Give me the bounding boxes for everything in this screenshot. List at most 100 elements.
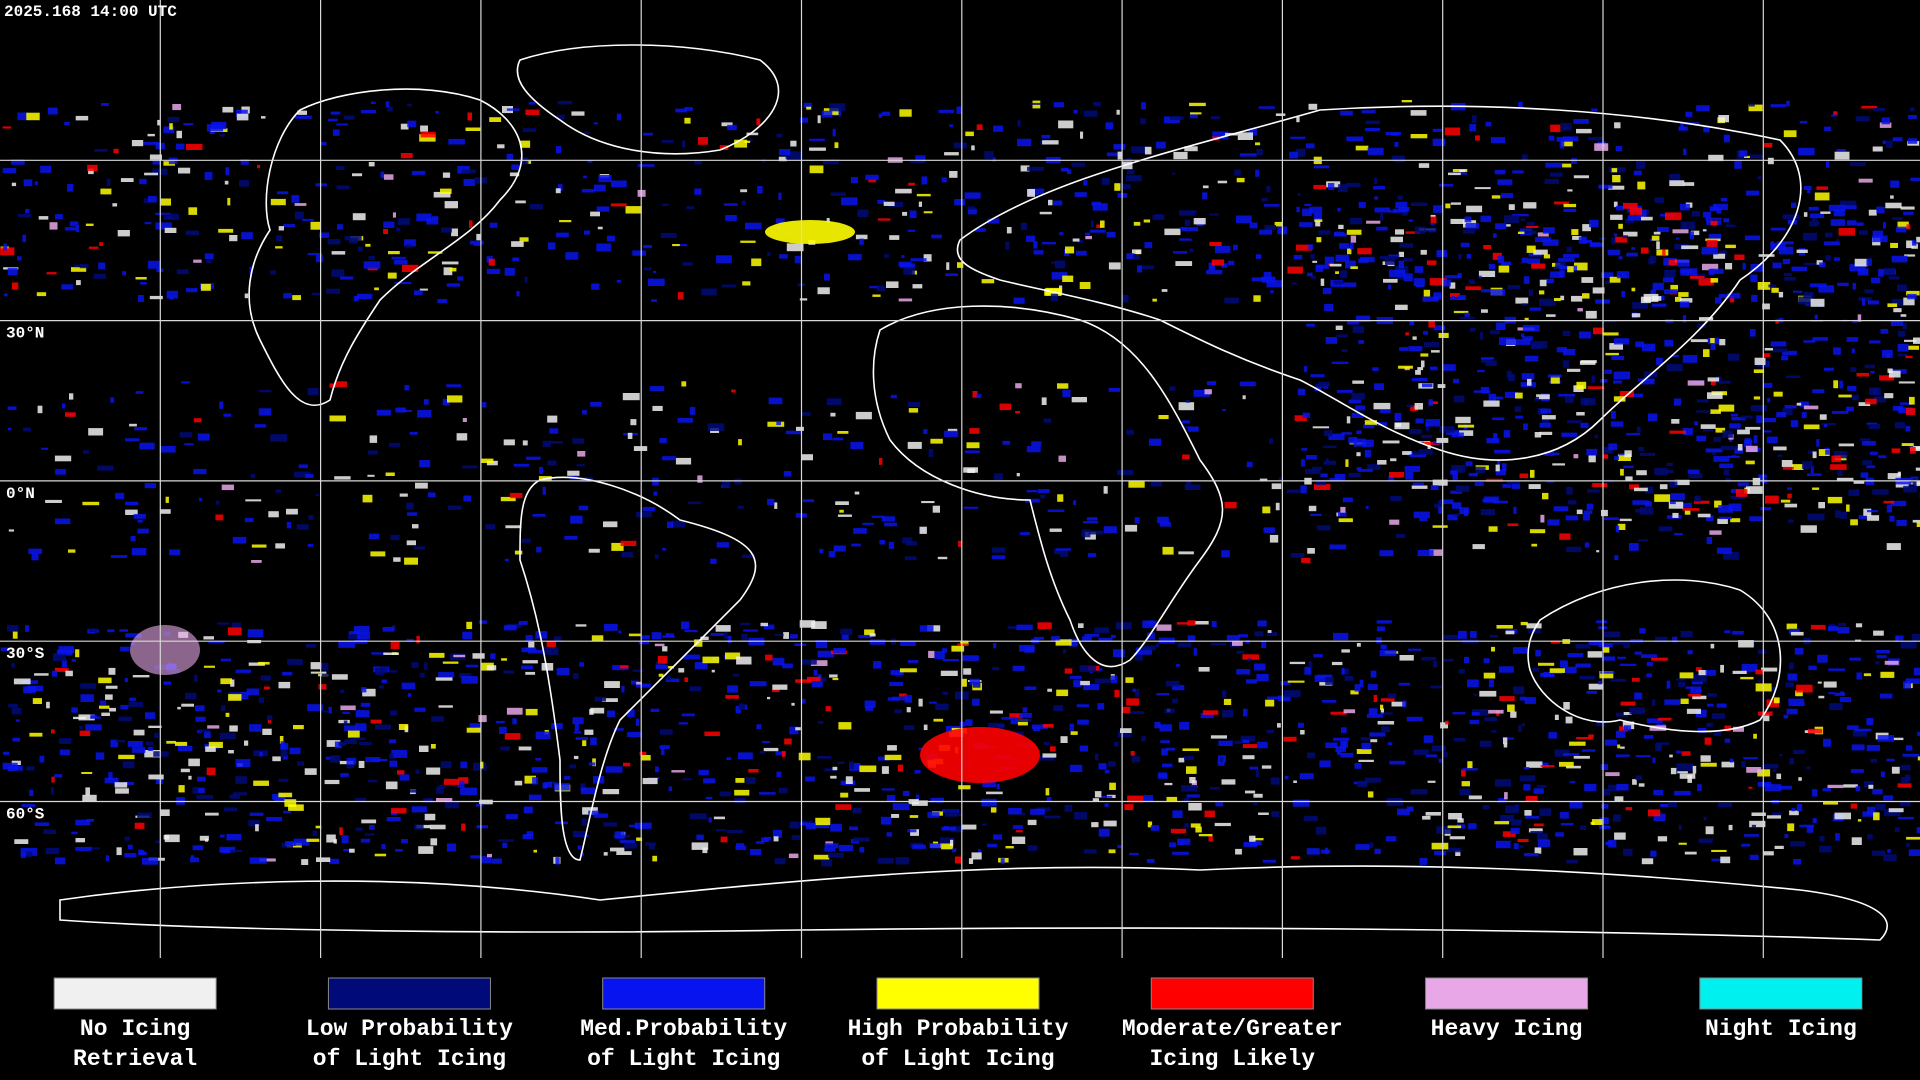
- icing-speck: [1206, 269, 1223, 275]
- icing-speck: [1616, 783, 1629, 791]
- icing-speck: [1718, 115, 1729, 123]
- icing-speck: [1798, 147, 1815, 156]
- icing-speck: [1527, 258, 1540, 264]
- icing-speck: [1118, 184, 1131, 190]
- icing-speck: [1718, 802, 1733, 808]
- icing-speck: [352, 213, 366, 221]
- icing-speck: [678, 668, 685, 673]
- icing-speck: [1796, 804, 1803, 812]
- icing-speck: [392, 212, 396, 218]
- icing-speck: [1088, 530, 1104, 535]
- icing-speck: [1782, 408, 1793, 416]
- icing-speck: [504, 268, 515, 276]
- icing-speck: [1637, 539, 1649, 542]
- icing-speck: [155, 212, 171, 215]
- icing-speck: [1117, 845, 1122, 849]
- icing-speck: [341, 835, 349, 844]
- icing-speck: [1387, 742, 1393, 746]
- icing-speck: [1908, 849, 1920, 856]
- icing-speck: [407, 693, 412, 697]
- icing-speck: [244, 518, 254, 523]
- icing-speck: [772, 657, 785, 666]
- icing-speck: [164, 227, 177, 233]
- icing-speck: [1458, 669, 1465, 674]
- icing-speck: [1150, 825, 1160, 831]
- icing-speck: [697, 475, 703, 483]
- icing-speck: [1426, 260, 1437, 265]
- icing-speck: [1744, 235, 1760, 241]
- icing-speck: [528, 650, 543, 654]
- icing-speck: [776, 771, 782, 778]
- icing-speck: [1652, 757, 1656, 763]
- icing-speck: [1211, 621, 1217, 628]
- icing-speck: [1453, 395, 1465, 403]
- icing-speck: [1533, 788, 1544, 794]
- icing-speck: [169, 123, 173, 130]
- icing-speck: [1193, 389, 1211, 397]
- icing-speck: [1727, 353, 1740, 361]
- icing-speck: [1864, 289, 1874, 294]
- icing-speck: [1897, 344, 1909, 352]
- icing-speck: [703, 778, 716, 784]
- icing-speck: [1737, 429, 1750, 435]
- icing-speck: [1438, 500, 1444, 507]
- icing-speck: [67, 183, 74, 192]
- icing-speck: [1487, 709, 1504, 714]
- icing-speck: [1727, 292, 1741, 299]
- icing-speck: [1737, 444, 1743, 451]
- icing-speck: [349, 848, 355, 853]
- icing-speck: [1824, 126, 1832, 131]
- icing-speck: [1670, 354, 1679, 358]
- icing-speck: [1108, 761, 1116, 767]
- icing-speck: [466, 727, 482, 733]
- icing-speck: [240, 159, 249, 165]
- icing-speck: [837, 431, 849, 434]
- icing-speck: [778, 156, 787, 162]
- icing-speck: [99, 705, 110, 709]
- icing-speck: [1750, 329, 1756, 337]
- icing-speck: [1789, 662, 1794, 670]
- icing-speck: [1055, 639, 1072, 646]
- icing-speck: [1430, 214, 1436, 218]
- icing-speck: [1881, 117, 1890, 125]
- icing-speck: [1648, 258, 1654, 265]
- icing-speck: [1619, 391, 1634, 397]
- icing-speck: [1687, 650, 1693, 655]
- icing-speck: [396, 227, 401, 232]
- icing-speck: [1008, 808, 1022, 815]
- icing-speck: [701, 288, 717, 296]
- icing-speck: [1337, 751, 1341, 755]
- icing-speck: [503, 670, 514, 674]
- icing-speck: [877, 857, 894, 864]
- icing-speck: [1626, 433, 1641, 436]
- icing-speck: [1773, 697, 1780, 704]
- icing-speck: [529, 203, 543, 210]
- icing-speck: [407, 120, 417, 128]
- icing-speck: [1366, 220, 1381, 224]
- icing-speck: [1824, 367, 1834, 371]
- icing-speck: [1614, 122, 1621, 129]
- icing-speck: [662, 547, 667, 551]
- icing-speck: [1863, 508, 1872, 516]
- icing-speck: [1586, 503, 1594, 510]
- icing-speck: [181, 381, 190, 384]
- icing-speck: [1677, 771, 1688, 774]
- icing-speck: [1045, 788, 1050, 796]
- icing-speck: [1573, 265, 1578, 271]
- icing-speck: [1608, 443, 1617, 451]
- icing-speck: [1740, 415, 1753, 419]
- icing-speck: [429, 652, 445, 658]
- icing-speck: [85, 724, 102, 731]
- icing-speck: [1563, 348, 1576, 356]
- icing-speck: [440, 761, 452, 769]
- icing-speck: [1450, 218, 1466, 224]
- icing-speck: [1069, 723, 1074, 732]
- icing-speck: [12, 737, 21, 742]
- icing-speck: [635, 718, 640, 726]
- icing-speck: [1873, 396, 1886, 403]
- icing-speck: [1702, 263, 1719, 271]
- icing-speck: [1283, 736, 1297, 742]
- icing-speck: [1856, 489, 1860, 496]
- icing-speck: [1395, 201, 1408, 208]
- icing-speck: [1859, 438, 1871, 441]
